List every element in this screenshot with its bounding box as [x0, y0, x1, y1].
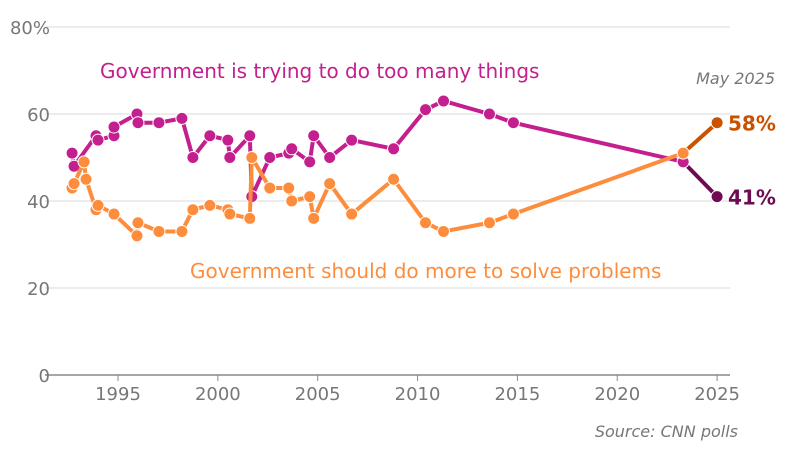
data-point: [710, 116, 724, 130]
data-point: [203, 129, 217, 143]
data-point: [243, 211, 257, 225]
data-point: [65, 146, 79, 160]
series-line: [70, 98, 684, 199]
data-point: [245, 151, 259, 164]
y-tick-label: 0: [39, 366, 50, 387]
data-point: [175, 224, 189, 238]
data-point: [323, 151, 337, 164]
data-point: [152, 224, 166, 238]
data-point: [676, 146, 690, 160]
series-end-segment: [681, 160, 719, 199]
data-point: [91, 133, 105, 147]
data-point: [710, 190, 724, 204]
data-point: [323, 177, 337, 191]
data-point: [107, 120, 121, 134]
x-tick-label: 1995: [95, 384, 141, 405]
data-point: [175, 111, 189, 125]
data-point: [307, 129, 321, 143]
x-tick-label: 2010: [395, 384, 441, 405]
data-point: [285, 142, 299, 156]
data-point: [223, 207, 237, 221]
data-point: [285, 194, 299, 208]
x-tick-label: 2005: [295, 384, 341, 405]
data-point: [130, 229, 144, 243]
series-label: Government is trying to do too many thin…: [100, 59, 539, 83]
source-note: Source: CNN polls: [595, 422, 738, 441]
y-tick-label: 40: [27, 192, 50, 213]
x-tick-label: 2000: [195, 384, 241, 405]
y-tick-label: 60: [27, 105, 50, 126]
data-point: [91, 198, 105, 212]
data-point: [79, 172, 93, 186]
data-point: [437, 94, 451, 108]
x-tick-label: 2025: [694, 384, 740, 405]
x-tick-label: 2020: [594, 384, 640, 405]
data-point: [131, 216, 145, 230]
data-point: [282, 181, 296, 195]
data-point: [345, 133, 359, 147]
series-end-segment: [681, 121, 719, 155]
data-point: [186, 151, 200, 164]
data-point: [506, 116, 520, 130]
data-point: [419, 103, 433, 117]
date-label: May 2025: [696, 69, 775, 88]
data-point: [307, 211, 321, 225]
data-point: [387, 142, 401, 156]
data-point: [107, 207, 121, 221]
data-point: [152, 116, 166, 130]
data-point: [506, 207, 520, 221]
data-point: [243, 129, 257, 143]
x-tick-label: 2015: [494, 384, 540, 405]
data-point: [303, 190, 317, 204]
series-label: Government should do more to solve probl…: [190, 259, 661, 283]
data-point: [419, 216, 433, 230]
data-point: [223, 151, 237, 164]
data-point: [482, 216, 496, 230]
y-tick-label: 20: [27, 279, 50, 300]
data-point: [263, 151, 277, 164]
data-point: [221, 133, 235, 147]
data-point: [203, 198, 217, 212]
data-point: [345, 207, 359, 221]
data-point: [482, 107, 496, 121]
data-point: [67, 177, 81, 191]
y-tick-label: 80%: [10, 18, 50, 39]
data-point: [387, 172, 401, 186]
end-value-label: 41%: [728, 186, 776, 210]
end-value-label: 58%: [728, 112, 776, 136]
data-point: [263, 181, 277, 195]
data-point: [131, 116, 145, 130]
data-point: [437, 224, 451, 238]
data-point: [303, 155, 317, 169]
data-point: [77, 155, 91, 169]
series-line: [70, 151, 684, 238]
data-point: [186, 203, 200, 217]
